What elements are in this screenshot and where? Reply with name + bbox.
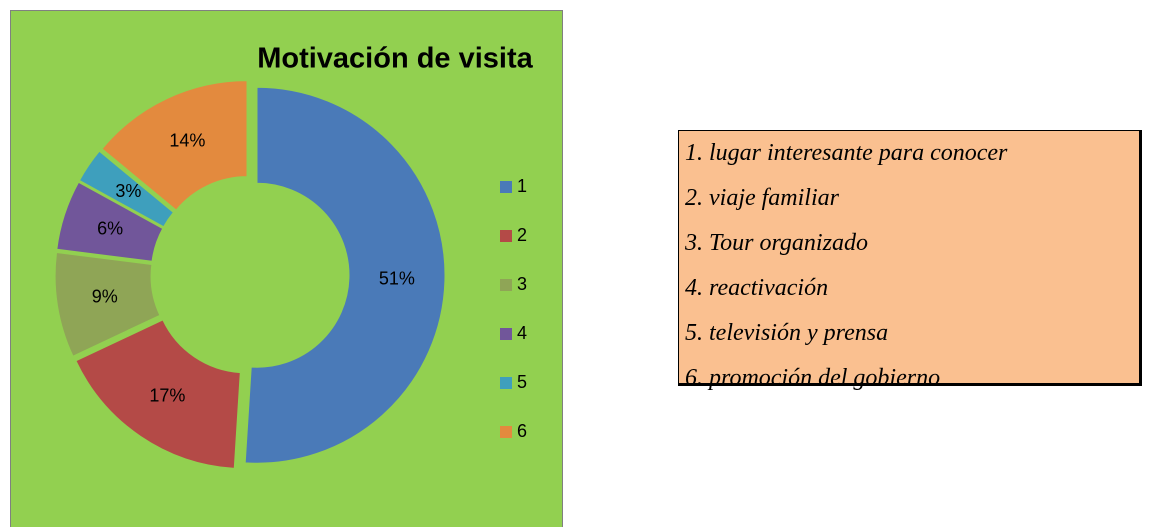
data-label: 14% [169,131,205,151]
data-label: 51% [379,268,415,288]
legend-swatch [500,181,512,193]
box-line: 5. televisión y prensa [685,320,889,346]
box-line: 2. viaje familiar [685,185,839,211]
box-line: 3. Tour organizado [685,230,868,256]
donut-slice [101,80,248,211]
legend-swatch [500,426,512,438]
data-label: 9% [92,287,118,307]
donut-slice [75,319,241,469]
donut-slice [78,150,175,228]
box-line: 4. reactivación [685,275,829,301]
donut-slice [56,181,164,262]
legend-swatch [500,230,512,242]
legend-label: 6 [517,421,527,441]
legend-label: 4 [517,323,527,343]
legend-label: 2 [517,225,527,245]
legend-swatch [500,328,512,340]
chart-title: Motivación de visita [257,43,533,75]
donut-slice [244,86,446,464]
text-box: 1. lugar interesante para conocer 2. viaj… [678,130,1142,391]
legend-swatch [500,279,512,291]
legend-label: 3 [517,274,527,294]
donut-slice [54,251,161,357]
data-label: 17% [149,385,185,405]
box-line: 6. promoción del gobierno [685,365,941,391]
legend-label: 1 [517,176,527,196]
legend-swatch [500,377,512,389]
box-line: 1. lugar interesante para conocer [685,140,1008,166]
data-label: 3% [115,181,141,201]
chart: Motivación de visita 51% 17% 9% 6% 3% 14% 1 2 3 4… [10,10,563,527]
legend-label: 5 [517,372,527,392]
data-label: 6% [97,218,123,238]
